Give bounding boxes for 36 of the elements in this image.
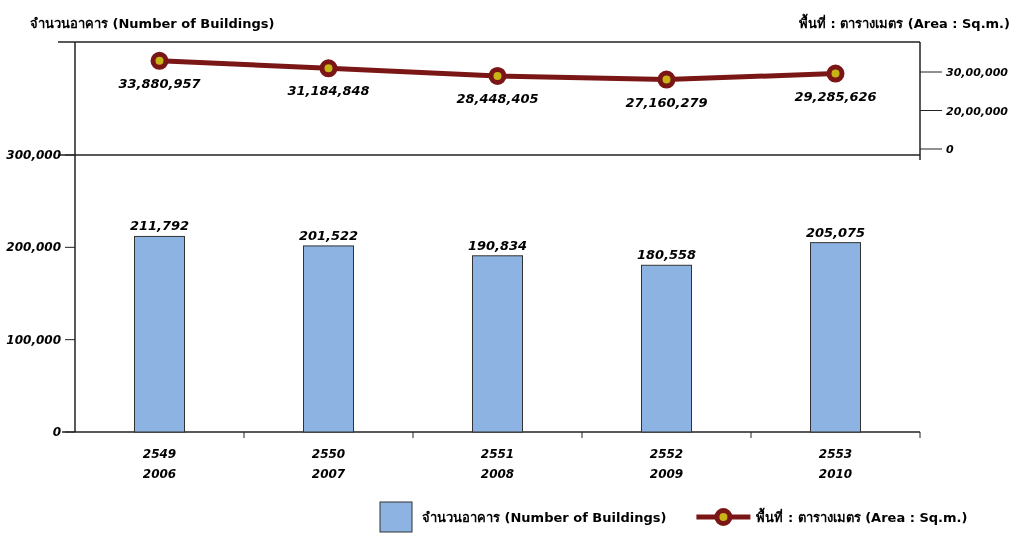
- data-label: 180,558: [636, 247, 697, 263]
- y-tick-label: 0: [52, 425, 61, 439]
- x-tick-label: 2552 2009: [649, 447, 684, 481]
- x-tick-label: 2549 2006: [142, 447, 177, 481]
- data-label: 29,285,626: [794, 88, 877, 104]
- bar: [810, 242, 861, 433]
- x-tick-label: 2551 2008: [480, 447, 515, 481]
- bar: [303, 245, 354, 433]
- y-tick-label: 300,000: [6, 148, 61, 162]
- x-tick-label: 2550 2007: [311, 447, 346, 481]
- text: 30,00,000: [946, 66, 1009, 79]
- data-label: 211,792: [129, 218, 190, 234]
- data-label: 201,522: [298, 227, 359, 243]
- data-label: 190,834: [467, 237, 528, 253]
- text: จำนวนอาคาร (Number of Buildings): [30, 16, 275, 31]
- data-label: 205,075: [805, 224, 866, 240]
- text: 0: [946, 143, 954, 156]
- point: [488, 66, 507, 85]
- data-label: 27,160,279: [625, 94, 708, 110]
- text: พื้นที่ : ตารางเมตร (Area : Sq.m.): [798, 13, 1010, 31]
- bar: [641, 264, 692, 433]
- point: [319, 59, 338, 78]
- y-tick-label: 200,000: [6, 240, 61, 255]
- point: [657, 70, 676, 89]
- bar: [134, 235, 185, 433]
- point: [150, 51, 169, 70]
- x-tick-label: 2553 2010: [818, 447, 853, 481]
- y-tick-label: 100,000: [6, 332, 61, 347]
- bar: [472, 255, 523, 433]
- legend-label: พื้นที่ : ตารางเมตร (Area : Sq.m.): [756, 507, 968, 525]
- point: [826, 64, 845, 83]
- data-label: 31,184,848: [287, 83, 370, 99]
- legend-label: จำนวนอาคาร (Number of Buildings): [422, 510, 667, 525]
- text: 20,00,000: [946, 104, 1009, 118]
- data-label: 33,880,957: [118, 75, 202, 91]
- data-label: 28,448,405: [456, 90, 539, 106]
